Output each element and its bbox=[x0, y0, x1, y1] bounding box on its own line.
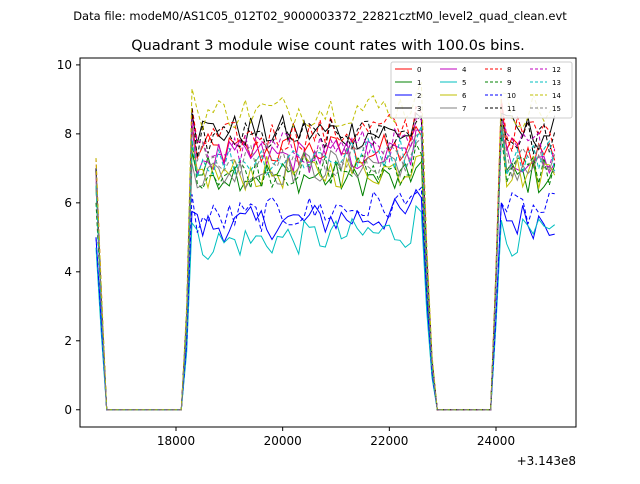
legend-label-7: 7 bbox=[462, 105, 466, 113]
x-tick-label: 22000 bbox=[370, 434, 408, 448]
series-group bbox=[95, 82, 556, 411]
legend-label-11: 11 bbox=[507, 105, 516, 113]
legend-label-8: 8 bbox=[507, 66, 511, 74]
y-tick-label: 6 bbox=[64, 196, 72, 210]
x-tick-label: 20000 bbox=[264, 434, 302, 448]
legend-label-0: 0 bbox=[417, 66, 421, 74]
y-tick-label: 0 bbox=[64, 403, 72, 417]
legend-label-14: 14 bbox=[552, 92, 561, 100]
legend-label-9: 9 bbox=[507, 79, 511, 87]
x-axis-offset-label: +3.143e8 bbox=[517, 454, 576, 468]
legend-label-4: 4 bbox=[462, 66, 467, 74]
legend-label-6: 6 bbox=[462, 92, 467, 100]
legend-label-5: 5 bbox=[462, 79, 466, 87]
x-axis: 18000 20000 22000 24000 bbox=[157, 427, 515, 448]
file-suptitle: Data file: modeM0/AS1C05_012T02_90000033… bbox=[73, 9, 567, 23]
legend-label-2: 2 bbox=[417, 92, 421, 100]
y-tick-label: 8 bbox=[64, 127, 72, 141]
chart-title: Quadrant 3 module wise count rates with … bbox=[131, 38, 525, 54]
legend-label-12: 12 bbox=[552, 66, 561, 74]
y-axis: 0 2 4 6 8 10 bbox=[57, 58, 80, 417]
axes-frame bbox=[79, 57, 577, 428]
legend-label-3: 3 bbox=[417, 105, 421, 113]
legend-label-10: 10 bbox=[507, 92, 516, 100]
x-tick-label: 24000 bbox=[477, 434, 515, 448]
y-tick-label: 10 bbox=[57, 58, 72, 72]
legend-label-13: 13 bbox=[552, 79, 561, 87]
series-line-15 bbox=[95, 116, 556, 411]
legend-label-1: 1 bbox=[417, 79, 421, 87]
legend-box bbox=[390, 61, 573, 119]
y-tick-label: 2 bbox=[64, 334, 72, 348]
y-tick-label: 4 bbox=[64, 265, 72, 279]
legend-label-15: 15 bbox=[552, 105, 561, 113]
x-tick-label: 18000 bbox=[157, 434, 195, 448]
plot-area bbox=[79, 57, 577, 428]
series-line-11 bbox=[95, 108, 556, 411]
